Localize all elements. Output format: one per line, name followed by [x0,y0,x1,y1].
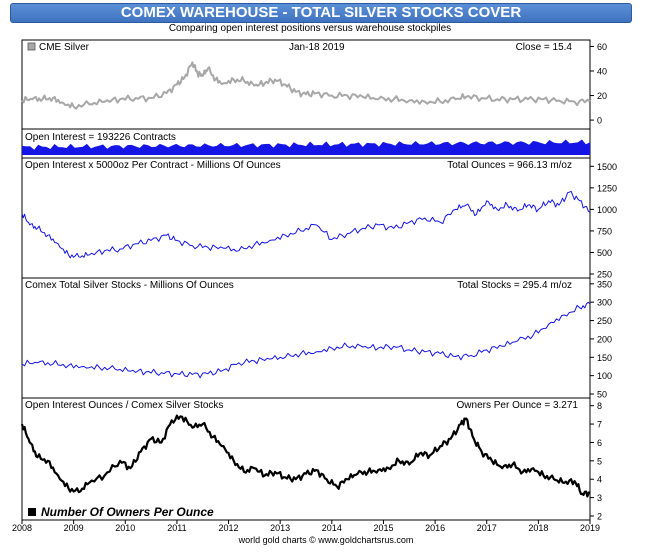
owners-legend-swatch [28,508,36,516]
y-tick-label: 1000 [597,205,617,215]
owners-per-ounce-line [20,414,591,498]
x-tick-label: 2019 [580,523,600,533]
y-tick-label: 250 [597,316,612,326]
oi-ounces-label: Open Interest x 5000oz Per Contract - Mi… [25,160,281,171]
x-tick-label: 2012 [219,523,239,533]
y-tick-label: 50 [597,390,607,400]
open-interest-area [22,139,590,155]
plot-border [21,39,591,521]
chart-subtitle: Comparing open interest positions versus… [168,23,452,34]
y-tick-label: 350 [597,279,612,289]
y-tick-label: 1500 [597,162,617,172]
date-label: Jan-18 2019 [289,42,345,53]
total-ounces-label: Total Ounces = 966.13 m/oz [447,160,572,171]
oi-ounces-line [21,190,591,259]
y-tick-label: 5 [597,456,602,466]
stocks-label: Comex Total Silver Stocks - Millions Of … [25,280,234,291]
y-tick-label: 300 [597,298,612,308]
chart-title: COMEX WAREHOUSE - TOTAL SILVER STOCKS CO… [10,3,632,23]
total-stocks-label: Total Stocks = 295.4 m/oz [457,280,572,291]
y-tick-label: 250 [597,270,612,280]
y-tick-label: 4 [597,475,602,485]
stocks-line [21,301,591,379]
silver-legend-label: CME Silver [39,42,90,53]
x-tick-label: 2018 [528,523,548,533]
x-tick-label: 2013 [270,523,290,533]
y-tick-label: 500 [597,248,612,258]
y-tick-label: 150 [597,353,612,363]
y-tick-label: 8 [597,401,602,411]
y-tick-label: 1250 [597,183,617,193]
owners-per-ounce-label: Owners Per Ounce = 3.271 [457,400,579,411]
y-tick-label: 0 [597,116,602,126]
silver-price-line [21,61,591,110]
x-tick-label: 2015 [373,523,393,533]
y-tick-label: 750 [597,226,612,236]
y-tick-label: 7 [597,420,602,430]
y-tick-label: 20 [597,91,607,101]
y-tick-label: 100 [597,371,612,381]
owners-label: Open Interest Ounces / Comex Silver Stoc… [25,400,223,411]
x-tick-label: 2008 [12,523,32,533]
y-tick-label: 40 [597,67,607,77]
silver-legend-swatch [27,42,36,51]
x-tick-label: 2017 [477,523,497,533]
y-tick-label: 200 [597,334,612,344]
x-tick-label: 2014 [322,523,342,533]
y-tick-label: 3 [597,493,602,503]
y-tick-label: 60 [597,42,607,52]
chart-footer: world gold charts © www.goldchartsrus.co… [238,535,414,545]
y-tick-label: 6 [597,438,602,448]
x-tick-label: 2009 [64,523,84,533]
x-tick-label: 2011 [167,523,186,533]
open-interest-label: Open Interest = 193226 Contracts [25,132,176,143]
owners-legend-label: Number Of Owners Per Ounce [41,505,214,519]
x-tick-label: 2010 [115,523,135,533]
close-label: Close = 15.4 [516,42,573,53]
x-tick-label: 2016 [425,523,445,533]
y-tick-label: 2 [597,512,602,522]
